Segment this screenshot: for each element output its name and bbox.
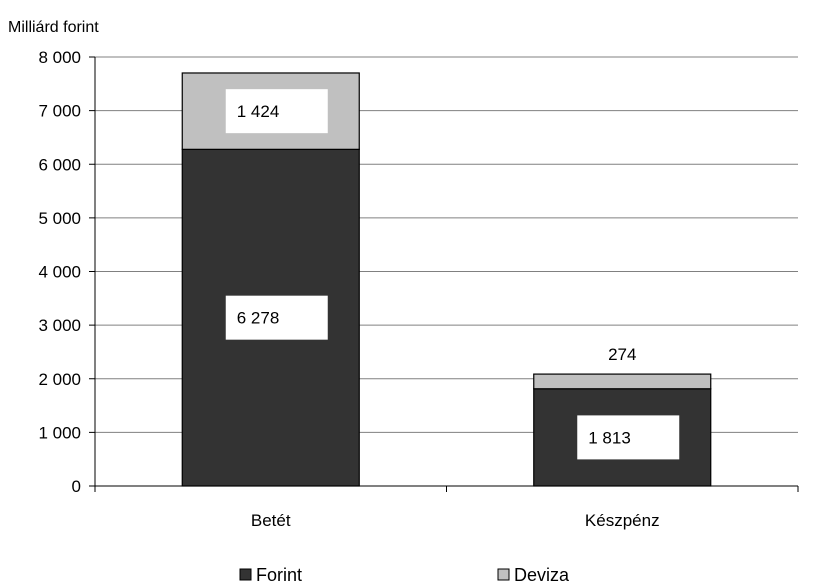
axes (94, 57, 799, 492)
y-tick-label: 7 000 (38, 102, 81, 121)
y-axis-unit-label: Milliárd forint (8, 19, 99, 36)
data-label: 1 813 (588, 428, 631, 447)
y-tick-label: 6 000 (38, 155, 81, 174)
y-tick-label: 0 (72, 477, 81, 496)
x-category-label: Betét (251, 511, 291, 530)
legend-swatch-forint (239, 568, 252, 581)
y-tick-label: 2 000 (38, 370, 81, 389)
data-label-box (225, 89, 328, 134)
data-label: 274 (608, 345, 636, 364)
y-axis-ticks: 0 1 000 2 000 3 000 4 000 5 000 6 000 7 000 8 00… (38, 48, 95, 496)
x-category-label: Készpénz (585, 511, 660, 530)
legend-swatch-deviza (497, 568, 510, 581)
data-label: 1 424 (237, 102, 280, 121)
data-label-box (225, 295, 328, 340)
legend-label-deviza: Deviza (514, 565, 570, 583)
legend: Forint Deviza (239, 565, 570, 583)
y-tick-label: 8 000 (38, 48, 81, 67)
y-tick-label: 4 000 (38, 263, 81, 282)
data-label-box (577, 415, 680, 460)
y-tick-label: 3 000 (38, 316, 81, 335)
y-tick-label: 1 000 (38, 423, 81, 442)
bars: 6 278 1 424 1 813 274 (181, 72, 712, 487)
data-label: 6 278 (237, 309, 280, 328)
x-axis-categories: Betét Készpénz (251, 511, 660, 530)
y-tick-label: 5 000 (38, 209, 81, 228)
bar-deviza-2 (533, 373, 712, 390)
legend-label-forint: Forint (256, 565, 302, 583)
